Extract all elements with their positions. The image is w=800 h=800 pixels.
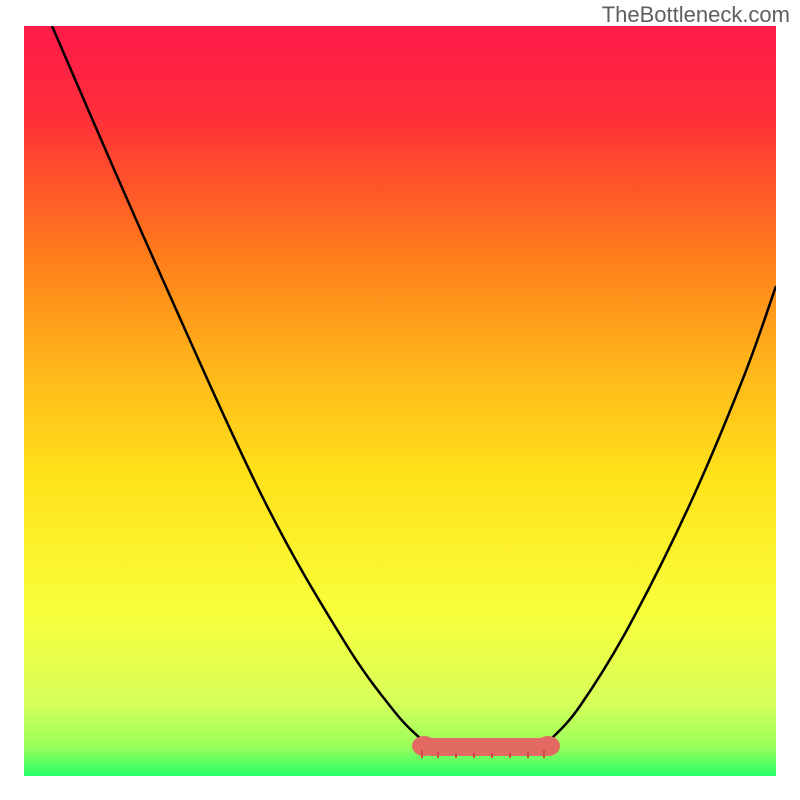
bottom-marker-bar — [422, 738, 550, 756]
chart-root: TheBottleneck.com — [0, 0, 800, 800]
chart-svg — [24, 26, 776, 776]
bottom-marker-region — [412, 736, 560, 758]
gradient-background — [24, 26, 776, 776]
bottom-marker-left-end — [412, 736, 436, 756]
chart-frame — [24, 26, 776, 776]
watermark-text: TheBottleneck.com — [602, 2, 790, 28]
bottom-marker-right-end — [536, 736, 560, 756]
